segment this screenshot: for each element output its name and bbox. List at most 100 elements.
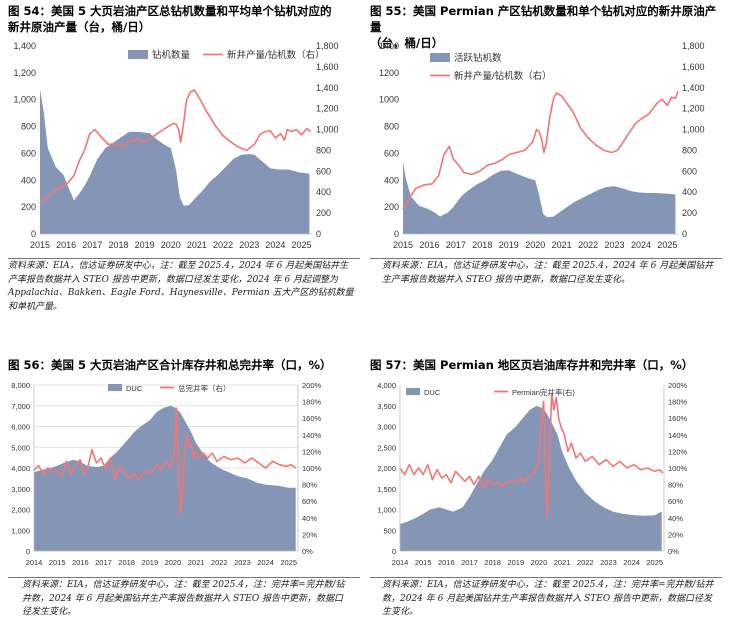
- y-right-tick-label: 0%: [668, 547, 679, 556]
- figure-56-divider: [8, 577, 360, 578]
- y-right-tick-label: 0%: [302, 547, 313, 556]
- y-right-tick-label: 800: [682, 145, 697, 155]
- y-right-tick-label: 1,400: [682, 83, 705, 93]
- y-left-tick-label: 1200: [379, 68, 399, 78]
- figure-57-chart: 0 500 1,000 1,500 2,000 2,500 3,000 3,500 4,000 0…: [377, 381, 688, 567]
- x-tick-label: 2024: [257, 558, 274, 567]
- y-left-tick-label: 7,000: [11, 402, 30, 411]
- figure-57-source-note: 资料来源：EIA，信达证券研发中心，注：截至 2025.4，注：完井率=完井数/…: [382, 580, 714, 617]
- y-left-tick-label: 200: [384, 202, 399, 212]
- legend-label-line: 新井产量/钻机数（右）: [227, 49, 325, 61]
- y-left-tick-label: 2,000: [11, 506, 30, 515]
- y-right-tick-label: 120%: [302, 447, 322, 456]
- y-right-tick-label: 0: [682, 229, 687, 239]
- x-tick-label: 2017: [95, 558, 112, 567]
- y-right-tick-label: 200%: [302, 381, 322, 390]
- y-right-tick-label: 600: [316, 166, 331, 176]
- y-left-tick-label: 3,000: [11, 485, 30, 494]
- y-left-tick-label: 400: [384, 175, 399, 185]
- y-right-tick-label: 120%: [668, 447, 688, 456]
- legend-swatch-area: [430, 53, 450, 62]
- y-right-tick-label: 100%: [302, 464, 322, 473]
- x-tick-label: 2023: [234, 558, 251, 567]
- x-tick-label: 2022: [577, 558, 594, 567]
- x-tick-label: 2017: [82, 240, 102, 250]
- series-line-新井产量/钻机数（右）: [39, 89, 312, 205]
- y-right-tick-label: 200: [682, 208, 697, 218]
- y-left-tick-label: 2,000: [377, 464, 396, 473]
- x-tick-label: 2019: [141, 558, 158, 567]
- y-right-tick-label: 1,600: [682, 62, 705, 72]
- y-right-tick-label: 1,400: [316, 83, 339, 93]
- y-left-tick-label: 6,000: [11, 423, 30, 432]
- x-tick-label: 2016: [438, 558, 455, 567]
- y-right-tick-label: 140%: [302, 431, 322, 440]
- y-right-tick-label: 1,800: [682, 41, 705, 51]
- figure-57-title: 图 57：美国 Permian 地区页岩油库存井和完井率（口，%）: [370, 358, 694, 372]
- figure-54-source-note: 资料来源：EIA，信达证券研发中心，注：截至 2025.4，2024 年 6 月…: [8, 261, 354, 312]
- y-right-tick-label: 40%: [668, 514, 683, 523]
- y-left-tick-label: 200: [21, 202, 36, 212]
- y-left-tick-label: 0: [31, 229, 36, 239]
- y-right-tick-label: 1,000: [682, 125, 705, 135]
- y-left-tick-label: 4,000: [377, 381, 396, 390]
- y-left-tick-label: 600: [384, 148, 399, 158]
- y-right-tick-label: 40%: [302, 514, 317, 523]
- series-area-DUC: [400, 405, 662, 551]
- x-tick-label: 2021: [187, 240, 207, 250]
- x-tick-label: 2019: [507, 558, 524, 567]
- x-tick-label: 2021: [552, 240, 572, 250]
- figure-54-chart: 0 200 400 600 800 1,000 1,200 1,400 0 200 400 600 80…: [13, 41, 339, 250]
- legend-label-area: DUC: [126, 384, 143, 393]
- x-tick-label: 2016: [72, 558, 89, 567]
- x-tick-label: 2023: [600, 558, 617, 567]
- x-tick-label: 2017: [446, 240, 466, 250]
- y-left-tick-label: 0: [392, 547, 396, 556]
- y-left-tick-label: 1400: [379, 41, 399, 51]
- legend-label-area: DUC: [424, 388, 441, 397]
- x-tick-label: 2017: [461, 558, 478, 567]
- x-tick-label: 2021: [554, 558, 571, 567]
- y-left-tick-label: 8,000: [11, 381, 30, 390]
- y-left-tick-label: 0: [26, 547, 30, 556]
- legend-swatch-area: [406, 388, 420, 395]
- x-tick-label: 2020: [531, 558, 548, 567]
- y-left-tick-label: 1,000: [11, 526, 30, 535]
- y-left-tick-label: 600: [21, 148, 36, 158]
- y-right-tick-label: 800: [316, 145, 331, 155]
- x-tick-label: 2020: [525, 240, 545, 250]
- x-tick-label: 2014: [26, 558, 43, 567]
- figure-54-title: 图 54：美国 5 大页岩油产区总钻机数量和平均单个钻机对应的 新井原油产量（台…: [8, 4, 332, 34]
- x-tick-label: 2022: [578, 240, 598, 250]
- figure-56-chart: 0 1,000 2,000 3,000 4,000 5,000 6,000 7,000 8,00…: [11, 381, 322, 567]
- legend-label-area: 钻机数量: [152, 49, 191, 61]
- y-left-tick-label: 800: [384, 122, 399, 132]
- y-left-tick-label: 1,000: [13, 95, 36, 105]
- x-tick-label: 2014: [392, 558, 409, 567]
- legend-swatch-area: [108, 384, 122, 391]
- figure-56-title: 图 56：美国 5 大页岩油产区合计库存井和总完井率（口，%）: [8, 358, 332, 372]
- x-tick-label: 2015: [30, 240, 50, 250]
- series-area-活跃钻机数: [403, 161, 676, 234]
- x-tick-label: 2016: [56, 240, 76, 250]
- x-tick-label: 2023: [605, 240, 625, 250]
- y-right-tick-label: 160%: [302, 414, 322, 423]
- x-tick-label: 2025: [646, 558, 663, 567]
- y-right-tick-label: 400: [682, 187, 697, 197]
- x-tick-label: 2015: [49, 558, 66, 567]
- y-right-tick-label: 1,000: [316, 125, 339, 135]
- y-right-tick-label: 200: [316, 208, 331, 218]
- x-tick-label: 2022: [213, 240, 233, 250]
- figure-56-source-note: 资料来源：EIA，信达证券研发中心，注：截至 2025.4，注：完井率=完井数/…: [22, 580, 345, 617]
- y-right-tick-label: 1,200: [316, 104, 339, 114]
- figure-55-divider: [370, 258, 722, 259]
- x-tick-label: 2018: [484, 558, 501, 567]
- legend-label-area: 活跃钻机数: [454, 52, 502, 64]
- x-tick-label: 2018: [472, 240, 492, 250]
- y-left-tick-label: 5,000: [11, 443, 30, 452]
- series-area-DUC: [34, 405, 296, 551]
- x-tick-label: 2020: [161, 240, 181, 250]
- series-area-钻机数量: [40, 89, 310, 234]
- y-left-tick-label: 800: [21, 122, 36, 132]
- y-left-tick-label: 400: [21, 175, 36, 185]
